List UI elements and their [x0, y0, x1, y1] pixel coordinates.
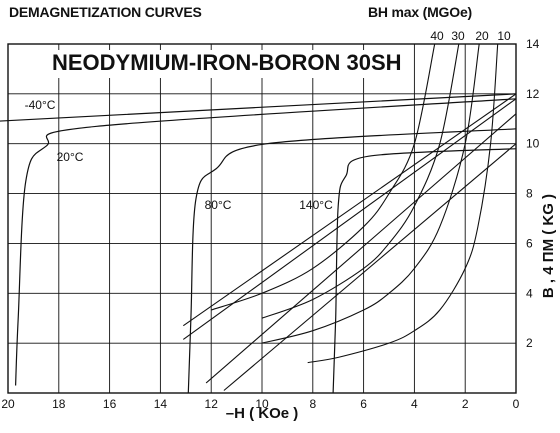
bhmax-curve-30	[261, 43, 460, 319]
temperature-label-40-c: -40°C	[25, 98, 56, 112]
b-curve-80-c	[187, 128, 517, 394]
temperature-label-140-c: 140°C	[299, 198, 333, 212]
title-background	[50, 50, 378, 78]
bhmax-label-10: 10	[497, 29, 511, 43]
x-tick-label: 6	[360, 397, 367, 411]
bhmax-curve-20	[261, 43, 480, 344]
bhmax-label-30: 30	[451, 29, 465, 43]
bhmax-header: BH max (MGOe)	[368, 4, 472, 20]
temperature-label-20-c: 20°C	[57, 150, 84, 164]
chart-header-left: DEMAGNETIZATION CURVES	[9, 4, 202, 20]
intrinsic-curve-80-c	[205, 113, 517, 384]
x-tick-label: 18	[52, 397, 66, 411]
b-curve-40-c	[0, 93, 517, 122]
b-curve-20-c	[15, 98, 517, 386]
temperature-label-80-c: 80°C	[205, 198, 232, 212]
y-tick-label: 12	[526, 87, 540, 101]
bhmax-curve-40	[211, 43, 436, 311]
bhmax-label-40: 40	[430, 29, 444, 43]
x-tick-label: 10	[255, 397, 269, 411]
chart-curves	[0, 43, 517, 394]
intrinsic-curve-140-c	[223, 143, 517, 391]
x-axis-title: –H ( KOe )	[226, 405, 299, 422]
intrinsic-curve-20-c	[182, 98, 517, 340]
chart-grid	[7, 43, 517, 394]
chart-title: NEODYMIUM-IRON-BORON 30SH	[52, 50, 402, 75]
bhmax-label-20: 20	[475, 29, 489, 43]
y-tick-label: 6	[526, 236, 533, 250]
bhmax-curve-10	[307, 43, 499, 364]
y-tick-label: 4	[526, 286, 533, 300]
x-tick-label: 12	[205, 397, 219, 411]
chart-labels: -40°C 20°C 80°C 140°C 40 30 20 10	[25, 29, 511, 212]
x-tick-label: 14	[154, 397, 168, 411]
intrinsic-curve-40-c	[182, 93, 517, 327]
y-axis-title: B , 4 ПM ( KG )	[540, 194, 557, 298]
x-tick-label: 8	[309, 397, 316, 411]
x-tick-label: 20	[1, 397, 15, 411]
x-tick-label: 4	[411, 397, 418, 411]
x-tick-label: 2	[462, 397, 469, 411]
y-tick-label: 10	[526, 137, 540, 151]
x-tick-label: 16	[103, 397, 117, 411]
x-tick-label: 0	[513, 397, 520, 411]
y-tick-label: 14	[526, 37, 540, 51]
y-tick-label: 8	[526, 187, 533, 201]
y-tick-label: 2	[526, 336, 533, 350]
